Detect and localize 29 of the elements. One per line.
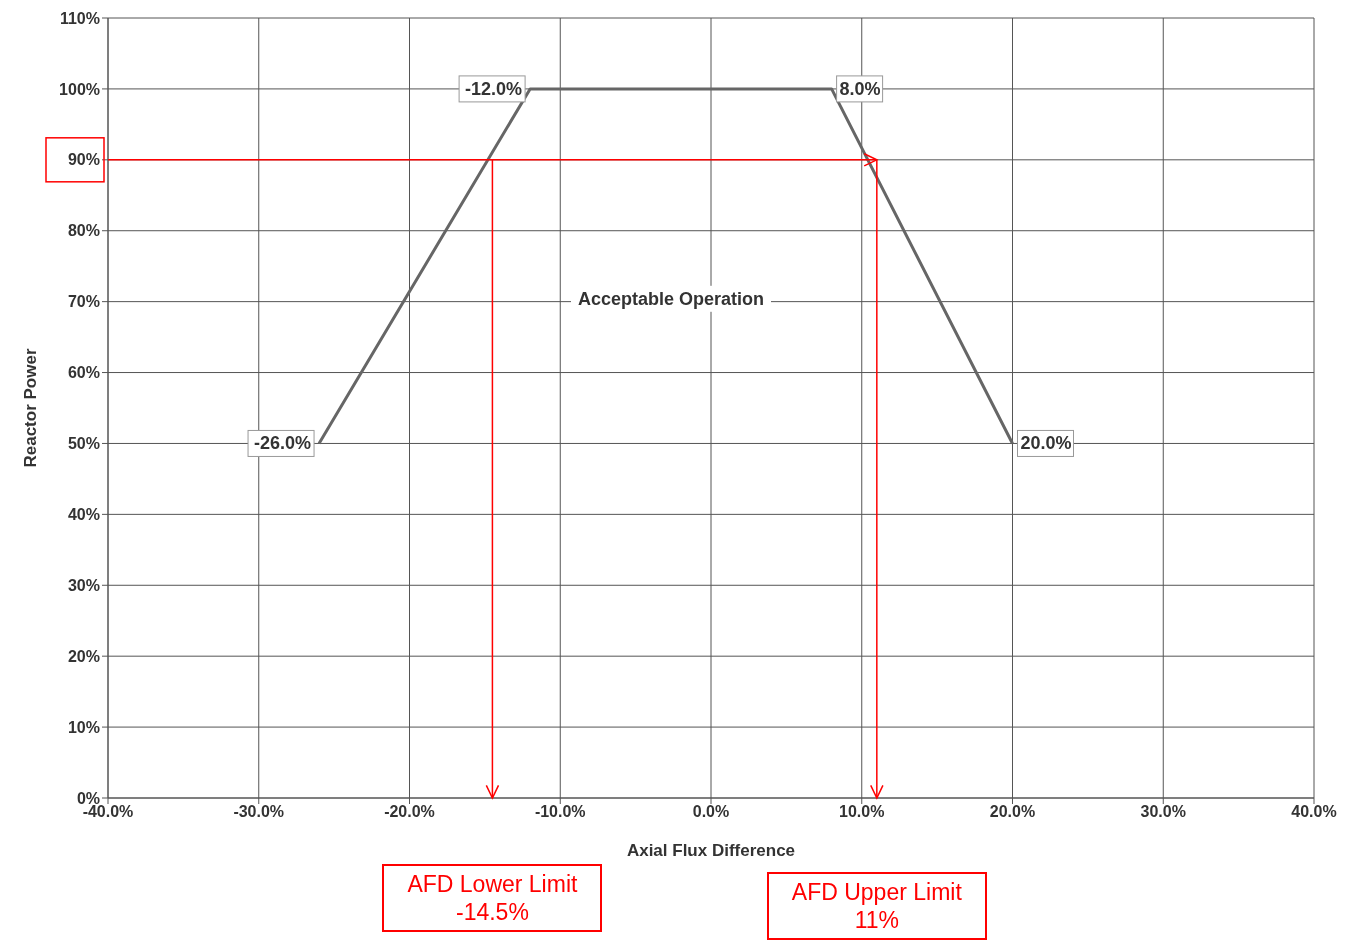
y-axis-title: Reactor Power <box>21 348 41 468</box>
annotation: 8.0% <box>839 78 881 99</box>
text: AFD Lower Limit -14.5% <box>382 864 603 932</box>
y-tick-label: 40% <box>67 506 100 524</box>
y-tick-label: 50% <box>67 435 100 453</box>
x-tick-label: 40.0% <box>1291 803 1337 821</box>
y-tick-label: 60% <box>67 364 100 382</box>
y-tick-label: 20% <box>67 647 100 665</box>
y-tick-label: 90% <box>67 151 100 169</box>
annotation: -12.0% <box>465 78 523 99</box>
x-tick-label: -30.0% <box>233 803 285 821</box>
annotation: -26.0% <box>254 433 312 454</box>
x-tick-label: 10.0% <box>839 803 885 821</box>
x-tick-label: -40.0% <box>82 803 134 821</box>
annotation: 20.0% <box>1020 433 1072 454</box>
x-tick-label: 20.0% <box>989 803 1036 821</box>
y-tick-label: 110% <box>59 9 100 27</box>
x-tick-label: 0.0% <box>692 803 730 821</box>
y-tick-label: 70% <box>67 293 100 311</box>
y-tick-label: 30% <box>67 576 100 594</box>
y-tick-label: 80% <box>67 222 100 240</box>
y-tick-label: 100% <box>59 80 100 98</box>
text: AFD Upper Limit 11% <box>766 872 987 940</box>
annotation: Acceptable Operation <box>577 288 765 309</box>
x-tick-label: -20.0% <box>384 803 435 821</box>
x-tick-label: -10.0% <box>534 803 586 821</box>
x-axis-title: Axial Flux Difference <box>626 841 796 860</box>
y-tick-label: 10% <box>67 718 100 736</box>
x-tick-label: 30.0% <box>1140 803 1186 821</box>
